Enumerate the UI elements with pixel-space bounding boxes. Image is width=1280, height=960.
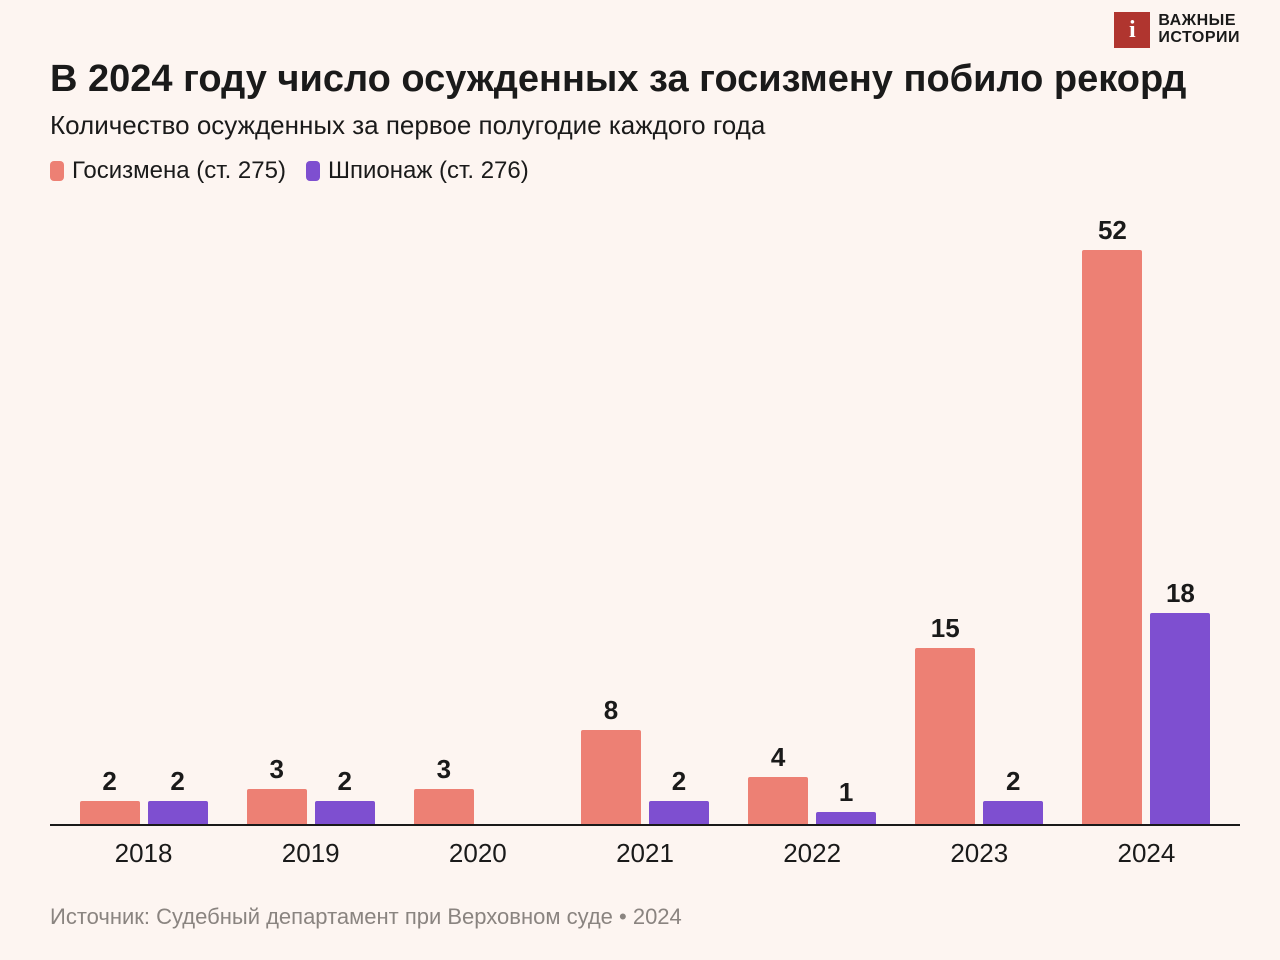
bar-value-label: 4 bbox=[771, 742, 785, 773]
bar bbox=[148, 801, 208, 824]
bar-wrap: 15 bbox=[915, 215, 975, 824]
bar-wrap: 4 bbox=[748, 215, 808, 824]
bar-group: 15 2 bbox=[905, 215, 1053, 824]
bar-wrap: 2 bbox=[649, 215, 709, 824]
bar-group: 32 bbox=[237, 215, 385, 824]
bar-group: 41 bbox=[738, 215, 886, 824]
bar bbox=[1082, 250, 1142, 824]
x-axis-label: 2024 bbox=[1072, 826, 1220, 886]
bar-group: 82 bbox=[571, 215, 719, 824]
bar-value-label: 2 bbox=[337, 766, 351, 797]
bar-group: 3 bbox=[404, 215, 552, 824]
legend-label: Госизмена (ст. 275) bbox=[72, 157, 286, 185]
bar-value-label: 3 bbox=[269, 754, 283, 785]
x-axis-label: 2022 bbox=[738, 826, 886, 886]
x-axis-label: 2018 bbox=[70, 826, 218, 886]
bar bbox=[315, 801, 375, 824]
chart-title: В 2024 году число осужденных за госизмен… bbox=[50, 58, 1240, 102]
bar bbox=[983, 801, 1043, 824]
bar bbox=[649, 801, 709, 824]
legend-item: Госизмена (ст. 275) bbox=[50, 157, 286, 185]
bar bbox=[748, 777, 808, 824]
bar-wrap: 18 bbox=[1150, 215, 1210, 824]
bar bbox=[414, 789, 474, 824]
bar-wrap: 1 bbox=[816, 215, 876, 824]
chart-area: 2232382411525218 20182019202020212022202… bbox=[50, 215, 1240, 886]
bar bbox=[915, 648, 975, 824]
legend-swatch bbox=[306, 161, 320, 181]
bar bbox=[80, 801, 140, 824]
bar-value-label: 8 bbox=[604, 695, 618, 726]
bar-wrap: 2 bbox=[983, 215, 1043, 824]
source-text: Источник: Судебный департамент при Верхо… bbox=[50, 904, 1240, 930]
logo-line1: ВАЖНЫЕ bbox=[1158, 13, 1240, 30]
bar bbox=[247, 789, 307, 824]
brand-logo: i ВАЖНЫЕ ИСТОРИИ bbox=[1114, 12, 1240, 48]
logo-text: ВАЖНЫЕ ИСТОРИИ bbox=[1158, 13, 1240, 47]
bar-value-label: 2 bbox=[170, 766, 184, 797]
logo-line2: ИСТОРИИ bbox=[1158, 30, 1240, 47]
page: i ВАЖНЫЕ ИСТОРИИ В 2024 году число осужд… bbox=[0, 0, 1280, 960]
bar bbox=[816, 812, 876, 824]
bar-wrap: 3 bbox=[247, 215, 307, 824]
bar-value-label: 2 bbox=[672, 766, 686, 797]
bar-value-label: 1 bbox=[839, 777, 853, 808]
logo-mark: i bbox=[1114, 12, 1150, 48]
bar-wrap: 8 bbox=[581, 215, 641, 824]
plot: 2232382411525218 bbox=[50, 215, 1240, 826]
bar-value-label: 52 bbox=[1098, 215, 1127, 246]
bar-wrap: 52 bbox=[1082, 215, 1142, 824]
bar bbox=[581, 730, 641, 824]
x-axis-label: 2023 bbox=[905, 826, 1053, 886]
bar-value-label: 18 bbox=[1166, 578, 1195, 609]
bar-wrap: 2 bbox=[315, 215, 375, 824]
x-axis-label: 2019 bbox=[237, 826, 385, 886]
legend-label: Шпионаж (ст. 276) bbox=[328, 157, 529, 185]
legend-swatch bbox=[50, 161, 64, 181]
bar bbox=[1150, 613, 1210, 824]
bar-group: 22 bbox=[70, 215, 218, 824]
x-axis-label: 2020 bbox=[404, 826, 552, 886]
x-axis: 2018 2019 2020 2021 2022 2023 2024 bbox=[50, 826, 1240, 886]
bar-value-label: 15 bbox=[931, 613, 960, 644]
bar-value-label: 2 bbox=[102, 766, 116, 797]
bar-groups: 2232382411525218 bbox=[50, 215, 1240, 824]
bar-value-label: 2 bbox=[1006, 766, 1020, 797]
bar-value-label: 3 bbox=[437, 754, 451, 785]
x-axis-label: 2021 bbox=[571, 826, 719, 886]
bar-wrap: 3 bbox=[414, 215, 474, 824]
legend: Госизмена (ст. 275) Шпионаж (ст. 276) bbox=[50, 157, 1240, 185]
legend-item: Шпионаж (ст. 276) bbox=[306, 157, 529, 185]
bar-wrap bbox=[482, 215, 542, 824]
bar-wrap: 2 bbox=[80, 215, 140, 824]
bar-wrap: 2 bbox=[148, 215, 208, 824]
chart-subtitle: Количество осужденных за первое полугоди… bbox=[50, 110, 1240, 141]
bar-group: 52 18 bbox=[1072, 215, 1220, 824]
